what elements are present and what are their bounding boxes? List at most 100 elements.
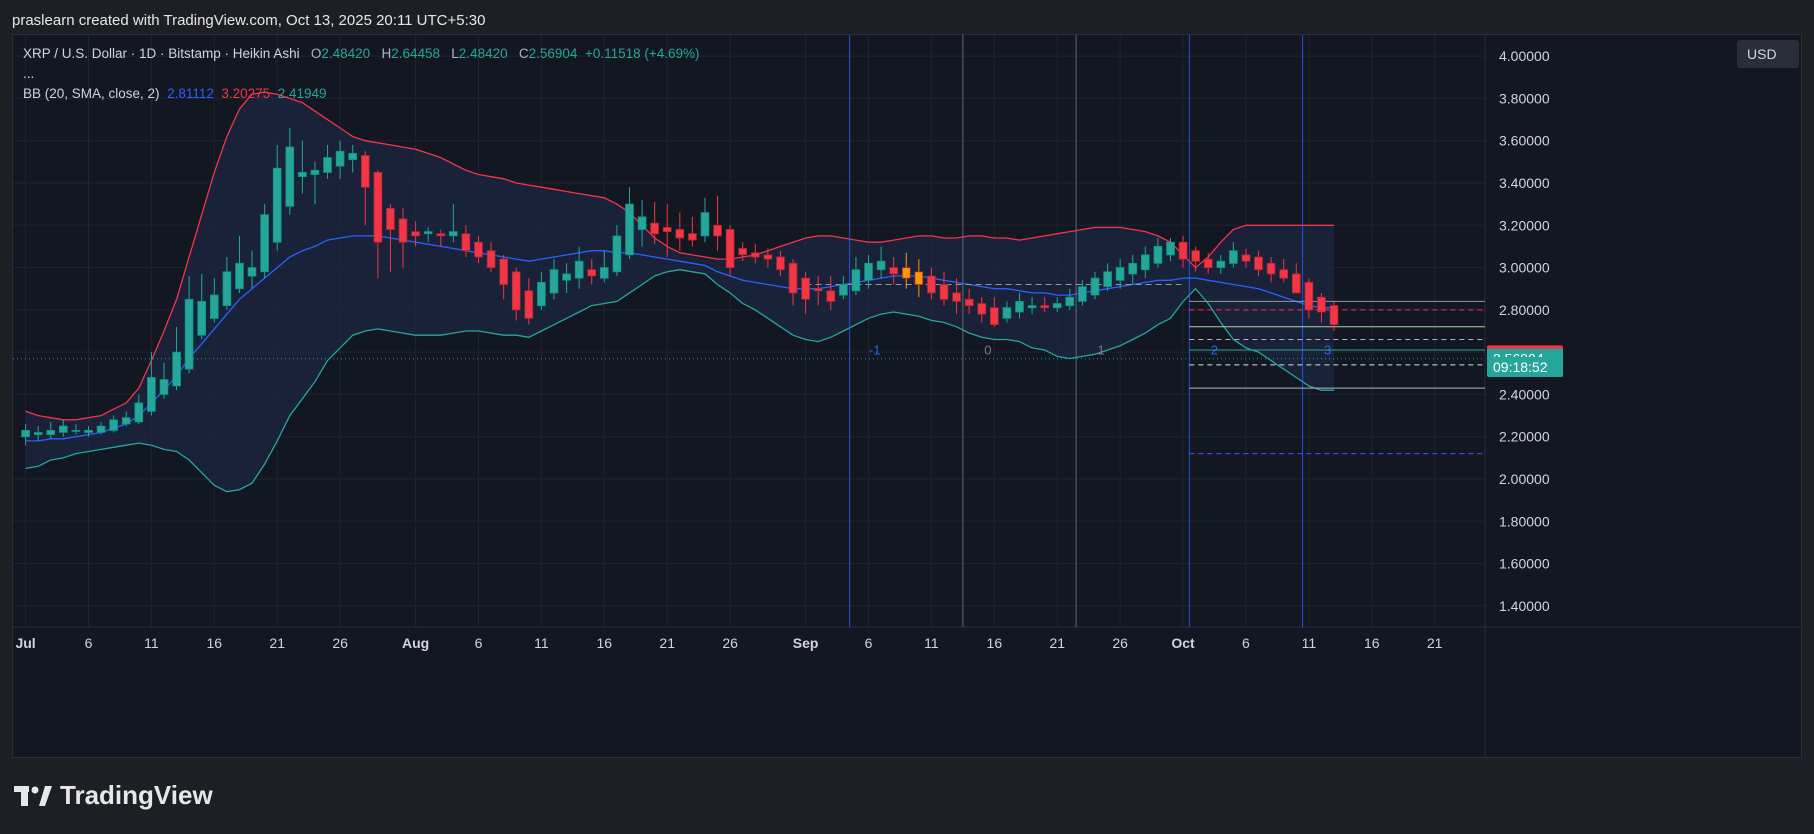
candle-body <box>889 267 898 275</box>
x-axis-tick-label: 6 <box>1242 635 1250 651</box>
candle-body <box>574 260 584 279</box>
candle-body <box>1292 273 1301 294</box>
candle-body <box>964 298 974 306</box>
candle-body <box>21 429 30 438</box>
candle-body <box>398 218 408 243</box>
x-axis-tick-label: 6 <box>475 635 483 651</box>
candle-body <box>147 377 156 412</box>
candle-body <box>625 203 634 256</box>
y-axis-tick-label: 2.80000 <box>1499 302 1550 318</box>
candle-body <box>751 252 760 258</box>
candle-body <box>675 229 685 239</box>
chart-panel[interactable]: 4.00000 3.80000 3.60000 3.40000 3.20000 3.000… <box>12 34 1802 758</box>
candle-body <box>1090 277 1100 296</box>
y-axis-tick-label: 1.40000 <box>1499 598 1550 614</box>
y-axis-tick-label: 2.20000 <box>1499 429 1550 445</box>
candle-body <box>159 379 169 395</box>
legend-low-label: L <box>451 46 459 61</box>
candle-body <box>1304 281 1314 311</box>
candle-body <box>939 284 949 300</box>
candle-body <box>713 224 722 237</box>
bb-basis-value: 2.81112 <box>167 86 214 101</box>
candle-body <box>172 351 181 387</box>
candle-body <box>1015 300 1024 313</box>
candle-body <box>323 157 332 173</box>
candle-body <box>310 169 320 175</box>
candle-body <box>335 150 345 167</box>
x-axis-tick-label: 26 <box>722 635 738 651</box>
event-label: -1 <box>869 342 881 357</box>
candle-body <box>801 277 810 300</box>
candle-body <box>1178 241 1188 260</box>
candle-body <box>1040 305 1050 309</box>
candle-body <box>952 292 961 302</box>
candle-body <box>562 273 571 281</box>
candle-body <box>1103 271 1112 288</box>
candle-body <box>121 417 131 425</box>
candle-body <box>1166 241 1175 256</box>
candle-body <box>197 300 207 336</box>
candlestick-chart[interactable]: 4.00000 3.80000 3.60000 3.40000 3.20000 3.000… <box>13 35 1802 758</box>
candle-body <box>511 271 521 311</box>
candle-body <box>549 269 559 294</box>
event-label: 1 <box>1097 342 1104 357</box>
candle-body <box>33 432 43 435</box>
candle-body <box>436 233 446 237</box>
x-axis-tick-label: 6 <box>865 635 873 651</box>
y-axis-tick-label: 1.80000 <box>1499 513 1550 529</box>
legend-high-label: H <box>381 46 392 61</box>
candle-body <box>1317 296 1326 313</box>
x-axis-tick-label: 16 <box>1364 635 1380 651</box>
candle-body <box>1254 256 1263 271</box>
candle-body <box>84 429 93 433</box>
y-axis-tick-label: 1.60000 <box>1499 556 1550 572</box>
legend-close-label: C <box>518 46 529 61</box>
candle-body <box>474 241 483 258</box>
bollinger-upper-line <box>25 91 1334 421</box>
candle-body <box>650 222 659 235</box>
candle-body <box>272 167 282 243</box>
x-axis-tick-label: 21 <box>1049 635 1065 651</box>
x-axis-tick-label: 21 <box>659 635 675 651</box>
candle-body <box>1002 307 1012 319</box>
candle-body <box>386 207 395 230</box>
candle-body <box>1229 250 1238 264</box>
candle-body <box>1191 250 1200 262</box>
candle-body <box>600 267 609 279</box>
candle-body <box>1065 296 1075 307</box>
x-axis-tick-label: 26 <box>332 635 348 651</box>
candle-body <box>411 231 420 237</box>
candle-body <box>738 248 747 256</box>
x-axis-tick-label: Sep <box>793 635 819 651</box>
candle-body <box>423 231 433 235</box>
y-axis-tick-label: 3.20000 <box>1499 217 1550 233</box>
candle-body <box>360 155 370 188</box>
candle-body <box>902 267 911 279</box>
candle-body <box>1027 305 1037 309</box>
candle-body <box>537 281 546 307</box>
tradingview-brand[interactable]: TradingView <box>14 780 213 811</box>
candle-body <box>851 269 861 292</box>
legend-symbol[interactable]: XRP / U.S. Dollar · 1D · Bitstamp · Heik… <box>23 46 300 61</box>
price-tag: 09:18:52 <box>1487 356 1563 377</box>
candle-body <box>247 267 257 277</box>
x-axis-tick-label: 16 <box>207 635 223 651</box>
candle-body <box>725 229 735 268</box>
candle-body <box>688 233 697 241</box>
candle-body <box>461 233 471 251</box>
legend-more-button[interactable]: ... <box>23 66 35 81</box>
currency-button[interactable]: USD <box>1737 40 1799 68</box>
bb-indicator-label[interactable]: BB (20, SMA, close, 2) <box>23 86 160 101</box>
bb-lower-value: 2.41949 <box>277 86 327 101</box>
x-axis-tick-label: Jul <box>15 635 35 651</box>
legend-change: +0.11518 (+4.69%) <box>584 46 700 61</box>
candle-body <box>524 290 534 319</box>
legend-open-label: O <box>310 46 322 61</box>
x-axis-tick-label: 11 <box>924 635 939 651</box>
x-axis-tick-label: 6 <box>85 635 93 651</box>
candle-body <box>209 294 219 319</box>
candle-body <box>59 425 68 433</box>
x-axis-tick-label: Oct <box>1171 635 1195 651</box>
candle-body <box>700 212 710 237</box>
x-axis-tick-label: 11 <box>534 635 549 651</box>
